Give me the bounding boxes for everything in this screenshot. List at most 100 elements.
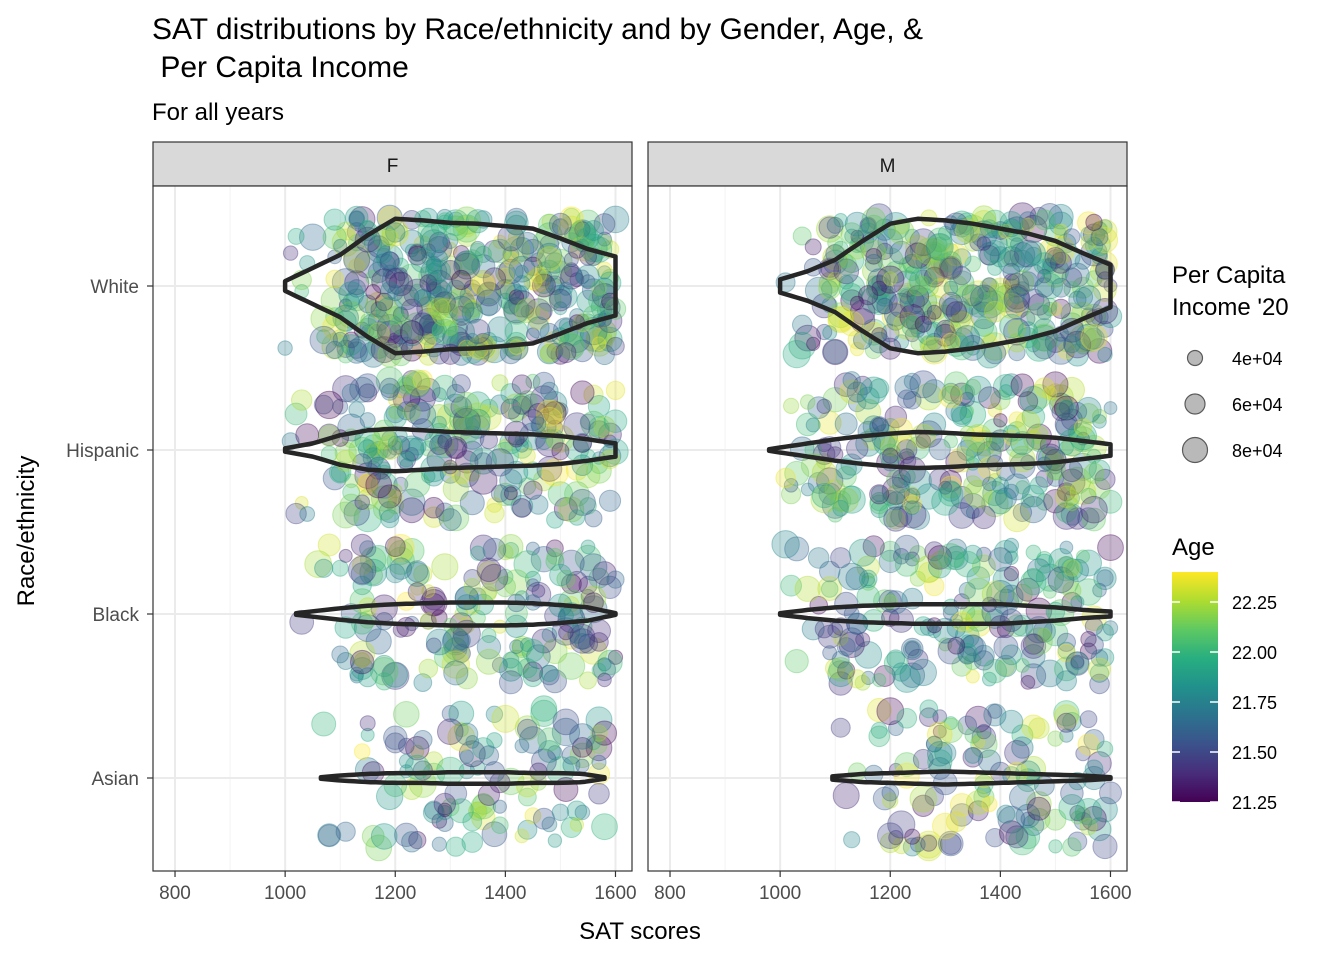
- data-point: [503, 486, 518, 501]
- data-point: [338, 298, 353, 313]
- data-point: [531, 273, 556, 298]
- data-point: [935, 319, 955, 339]
- data-point: [537, 727, 562, 752]
- data-point: [413, 235, 433, 255]
- data-point: [579, 553, 608, 581]
- data-point: [441, 798, 460, 817]
- data-point: [919, 699, 939, 719]
- data-point: [451, 305, 472, 326]
- data-point: [380, 281, 400, 300]
- data-point: [398, 737, 415, 755]
- data-point: [509, 639, 524, 655]
- data-point: [552, 708, 580, 736]
- data-point: [357, 488, 379, 510]
- data-point: [575, 269, 590, 285]
- data-point: [436, 403, 464, 431]
- data-point: [840, 289, 864, 313]
- data-point: [349, 210, 365, 227]
- data-point: [903, 467, 932, 496]
- data-point: [494, 576, 516, 598]
- data-point: [818, 216, 841, 239]
- data-point: [424, 751, 444, 771]
- data-point: [419, 229, 448, 258]
- data-point: [607, 649, 624, 665]
- data-point: [437, 802, 453, 818]
- data-point: [882, 489, 899, 506]
- data-point: [353, 250, 382, 279]
- data-point: [412, 369, 433, 391]
- data-point: [314, 558, 334, 578]
- data-point: [423, 314, 445, 337]
- data-point: [1083, 327, 1105, 350]
- data-point: [535, 268, 553, 287]
- data-point: [365, 545, 393, 572]
- data-point: [883, 506, 909, 532]
- data-point: [447, 723, 476, 752]
- data-point: [381, 661, 410, 690]
- data-point: [910, 322, 926, 338]
- data-point: [1015, 410, 1041, 436]
- data-point: [386, 546, 415, 575]
- data-point: [472, 793, 495, 815]
- data-point: [384, 536, 406, 557]
- data-point: [1046, 336, 1075, 365]
- data-point: [567, 624, 587, 644]
- data-point: [1002, 262, 1021, 281]
- data-point: [552, 218, 569, 236]
- data-point: [413, 673, 433, 692]
- data-point: [569, 623, 596, 650]
- data-point: [861, 239, 887, 265]
- data-point: [315, 390, 344, 420]
- data-point: [542, 669, 568, 694]
- data-point: [364, 299, 382, 317]
- data-point: [451, 630, 471, 651]
- data-point: [520, 393, 546, 418]
- data-point: [385, 268, 406, 289]
- data-point: [344, 205, 369, 230]
- chart-subtitle: For all years: [152, 99, 284, 126]
- data-point: [563, 262, 579, 278]
- data-point: [1026, 302, 1052, 329]
- data-point: [987, 283, 1014, 310]
- data-point: [404, 562, 430, 587]
- data-point: [478, 745, 500, 766]
- data-point: [464, 307, 480, 323]
- data-point: [513, 550, 542, 579]
- data-point: [943, 280, 959, 296]
- data-point: [1034, 277, 1055, 298]
- data-point: [521, 409, 545, 432]
- data-point: [525, 298, 552, 325]
- data-point: [432, 308, 458, 335]
- data-point: [413, 730, 433, 750]
- data-point: [386, 496, 404, 515]
- size-legend-title-line-2: Income '20: [1172, 294, 1289, 321]
- data-point: [420, 440, 437, 457]
- data-point: [579, 323, 608, 352]
- data-point: [606, 570, 625, 589]
- data-point: [540, 381, 559, 401]
- data-point: [568, 488, 596, 516]
- data-point: [860, 286, 888, 314]
- data-point: [871, 288, 898, 315]
- data-point: [480, 563, 509, 592]
- data-point: [416, 296, 441, 321]
- data-point: [431, 387, 447, 403]
- data-point: [428, 231, 450, 254]
- data-point: [845, 566, 870, 591]
- data-point: [377, 320, 403, 346]
- data-point: [471, 805, 496, 831]
- data-point: [850, 341, 865, 357]
- data-point: [317, 824, 341, 847]
- data-point: [413, 564, 433, 584]
- data-point: [421, 251, 436, 266]
- data-point: [574, 633, 591, 650]
- data-point: [502, 651, 520, 669]
- data-point: [364, 234, 383, 253]
- data-point: [277, 340, 293, 356]
- data-point: [378, 501, 401, 523]
- data-point: [1076, 327, 1101, 353]
- data-point: [546, 342, 564, 360]
- data-point: [531, 628, 557, 654]
- data-point: [438, 508, 462, 532]
